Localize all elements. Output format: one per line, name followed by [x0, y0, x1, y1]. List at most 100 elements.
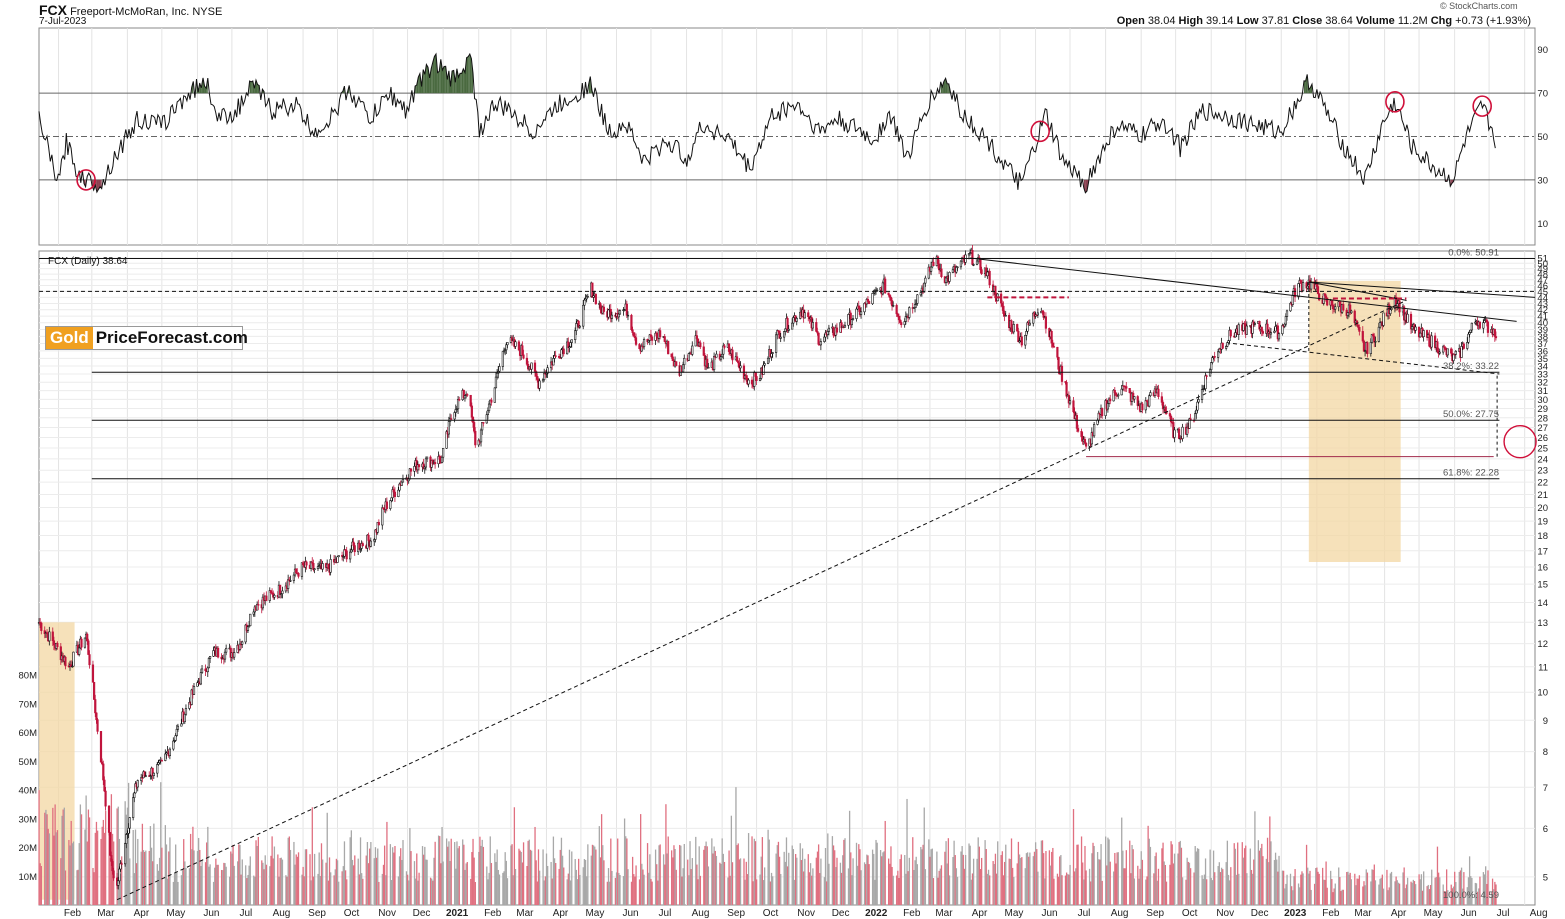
- volume-bar: [791, 845, 793, 905]
- price-candle: [241, 641, 244, 645]
- volume-bar: [960, 851, 962, 905]
- price-candle: [1406, 313, 1409, 323]
- price-tick-label: 19: [1537, 517, 1548, 528]
- price-candle: [1157, 388, 1160, 397]
- volume-bar: [1261, 843, 1263, 905]
- volume-bar: [1237, 842, 1239, 905]
- volume-bar: [402, 840, 404, 905]
- price-tick-label: 42: [1537, 305, 1548, 316]
- price-candle: [93, 681, 96, 700]
- volume-bar: [1108, 839, 1110, 905]
- volume-bar: [520, 851, 522, 905]
- volume-bar: [992, 861, 994, 905]
- chg-value: +0.73 (+1.93%): [1455, 15, 1531, 27]
- volume-bar: [200, 866, 202, 905]
- volume-bar: [375, 857, 378, 905]
- price-candle: [1024, 334, 1027, 346]
- volume-bar: [788, 852, 790, 905]
- volume-bar: [963, 868, 966, 905]
- price-candle: [1229, 330, 1232, 337]
- price-candle: [413, 465, 416, 472]
- price-candle: [1466, 342, 1469, 349]
- volume-bar: [1380, 877, 1382, 905]
- price-candle: [1428, 334, 1431, 347]
- volume-bar: [109, 857, 111, 905]
- rsi-overbought-fill: [461, 68, 464, 94]
- volume-bar: [537, 849, 540, 905]
- volume-bar: [1340, 891, 1342, 905]
- price-candle: [944, 277, 948, 283]
- price-candle: [1213, 356, 1216, 358]
- price-candle: [495, 372, 499, 378]
- volume-bar: [659, 844, 661, 905]
- x-tick-label: Apr: [553, 908, 569, 919]
- volume-bar: [416, 853, 418, 905]
- volume-bar: [923, 807, 925, 905]
- volume-bar: [665, 804, 667, 905]
- volume-bar: [224, 863, 226, 905]
- x-tick-label: 2023: [1284, 908, 1307, 919]
- volume-bar: [1165, 881, 1168, 905]
- volume-bar: [1285, 883, 1287, 905]
- volume-bar: [1101, 880, 1103, 905]
- price-candle: [779, 336, 782, 339]
- volume-bar: [133, 873, 135, 905]
- trend-line: [1308, 281, 1536, 298]
- price-candle: [1452, 353, 1455, 361]
- price-candle: [1128, 388, 1131, 394]
- volume-bar: [164, 825, 166, 905]
- volume-bar: [362, 878, 364, 905]
- price-candle: [450, 418, 453, 420]
- volume-bar: [330, 872, 332, 905]
- volume-bar: [393, 852, 395, 905]
- volume-bar: [882, 852, 884, 905]
- volume-bar: [985, 848, 987, 905]
- volume-bar: [1447, 890, 1449, 905]
- price-candle: [493, 387, 496, 403]
- price-candle: [120, 863, 123, 865]
- price-candle: [1113, 389, 1116, 394]
- price-candle: [377, 522, 380, 526]
- volume-bar: [1139, 868, 1141, 905]
- price-candle: [599, 303, 602, 310]
- price-candle: [381, 507, 384, 526]
- volume-bar: [294, 864, 296, 905]
- volume-bar: [1313, 883, 1316, 905]
- volume-bar: [486, 866, 488, 905]
- volume-bar: [924, 869, 927, 905]
- volume-bar: [1437, 872, 1440, 905]
- volume-bar: [1491, 878, 1494, 905]
- volume-bar: [1357, 878, 1359, 905]
- volume-bar: [544, 876, 547, 905]
- price-candle: [400, 481, 403, 486]
- volume-bar: [912, 837, 914, 905]
- price-candle: [723, 345, 726, 348]
- volume-bar: [897, 870, 899, 905]
- x-tick-label: Oct: [344, 908, 360, 919]
- volume-bar: [503, 871, 505, 905]
- volume-bar: [715, 855, 718, 905]
- volume-bar: [263, 869, 265, 905]
- price-candle: [766, 357, 770, 364]
- volume-bar: [270, 855, 272, 905]
- volume-bar: [1427, 884, 1429, 905]
- volume-bar: [142, 850, 145, 905]
- volume-bar: [667, 836, 669, 905]
- price-candle: [1016, 324, 1019, 332]
- price-candle: [111, 861, 114, 872]
- volume-bar: [591, 844, 594, 905]
- volume-bar: [405, 871, 408, 905]
- volume-bar: [638, 879, 641, 905]
- volume-bar: [1187, 861, 1189, 905]
- volume-bar: [1057, 876, 1060, 905]
- volume-bar: [442, 861, 444, 905]
- price-candle: [1164, 407, 1167, 412]
- price-tick-label: 33: [1537, 370, 1548, 381]
- price-candle: [1195, 409, 1198, 414]
- volume-bar: [696, 864, 698, 905]
- price-candle: [109, 832, 112, 856]
- volume-bar: [1478, 888, 1480, 905]
- price-candle: [1169, 415, 1173, 423]
- volume-bar: [1164, 864, 1167, 905]
- price-candle: [517, 341, 521, 351]
